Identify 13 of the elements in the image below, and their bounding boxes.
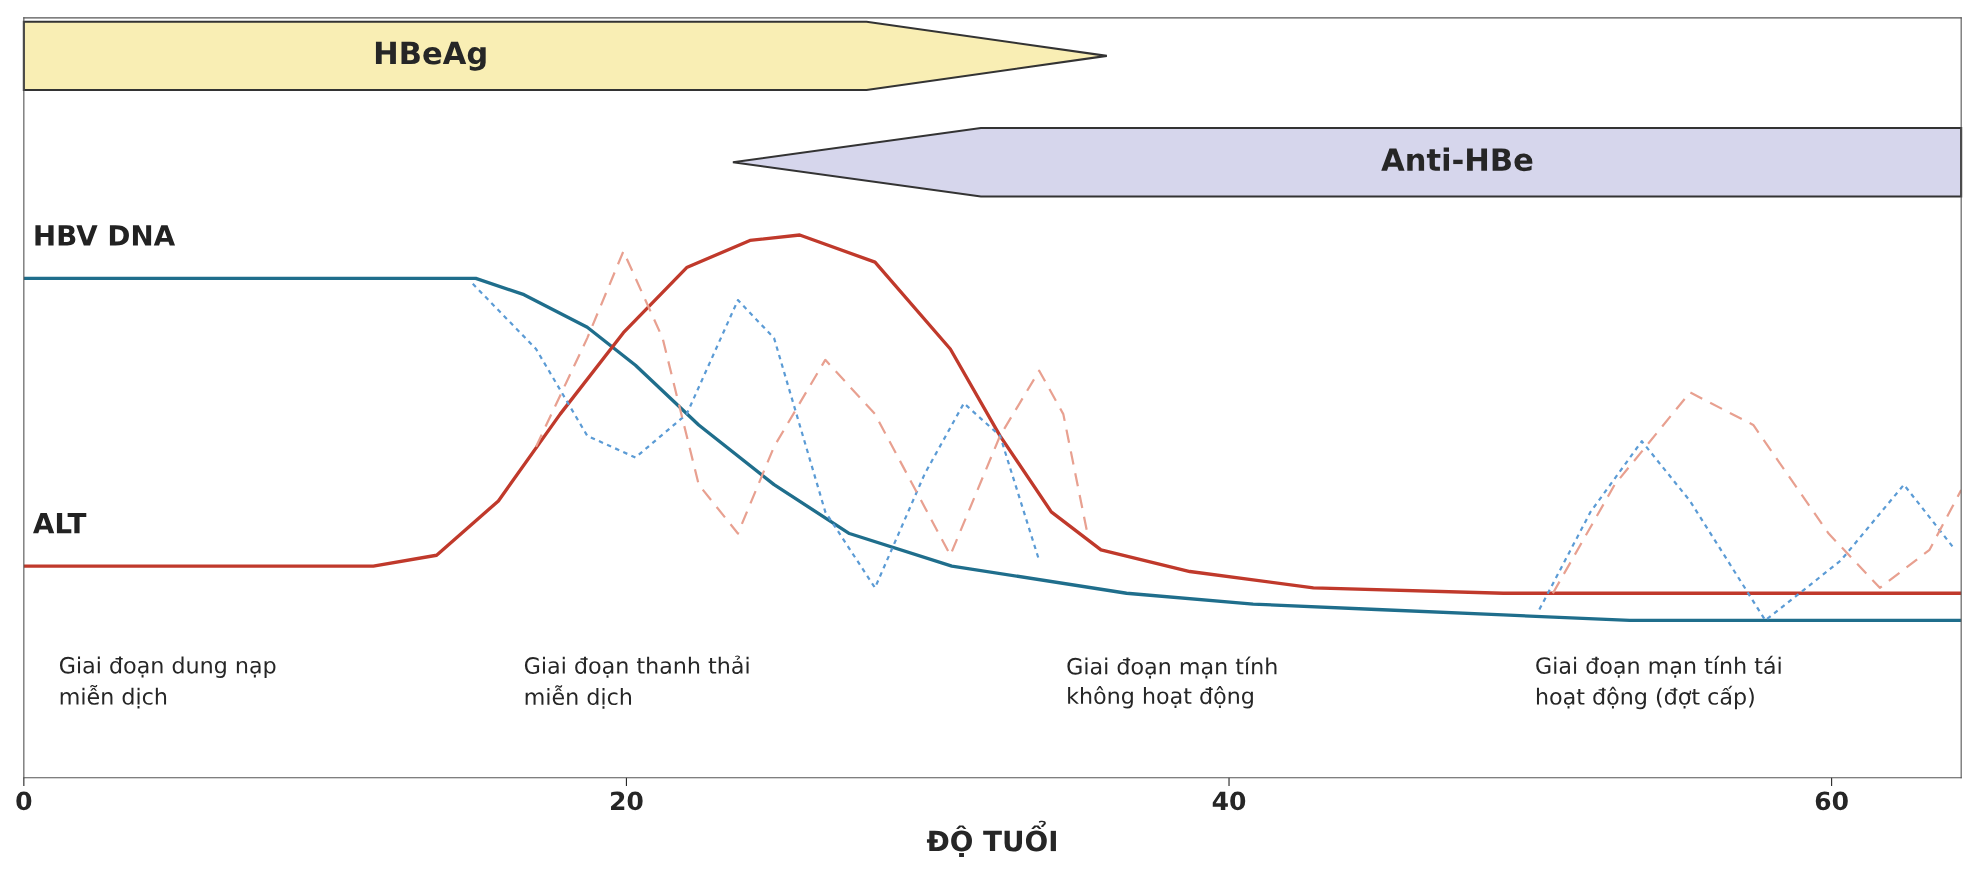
annotation: Giai đoạn dung nạp miễn dịch bbox=[59, 656, 276, 709]
series-label: HBV DNA bbox=[35, 225, 176, 246]
x-axis-title: ĐỘ TUỔI bbox=[926, 820, 1056, 857]
series-label: ALT bbox=[33, 512, 87, 534]
x-tick-label: 40 bbox=[1212, 791, 1246, 811]
x-tick-label: 60 bbox=[1815, 791, 1848, 811]
annotation: Giai đoạn mạn tính không hoạt động bbox=[1067, 656, 1277, 709]
annotation: Giai đoạn thanh thải miễn dịch bbox=[524, 655, 749, 709]
text: HBeAg bbox=[375, 41, 486, 71]
text: Anti-HBe bbox=[1381, 147, 1533, 172]
annotation: Giai đoạn mạn tính tái hoạt động (đợt cấp) bbox=[1536, 655, 1781, 710]
x-tick-label: 0 bbox=[16, 791, 32, 811]
x-tick-label: 20 bbox=[611, 791, 643, 811]
